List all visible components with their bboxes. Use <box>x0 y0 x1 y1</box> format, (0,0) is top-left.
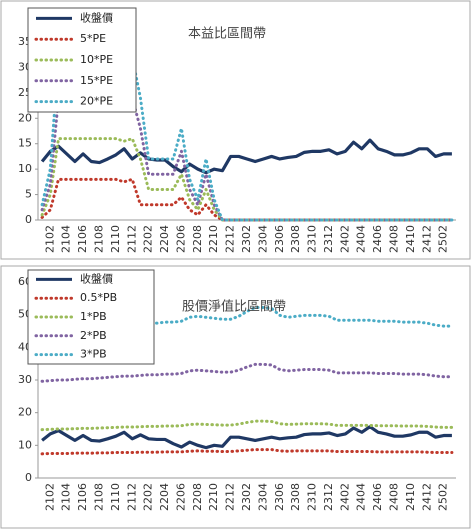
x-tick-label: 2406 <box>371 225 384 253</box>
series-line <box>40 138 452 175</box>
x-tick-label: 2304 <box>256 225 269 253</box>
x-tick-label: 2208 <box>191 483 204 511</box>
x-tick-label: 2106 <box>76 483 89 511</box>
x-tick-label: 2210 <box>207 225 220 253</box>
x-tick-label: 2408 <box>388 483 401 511</box>
y-tick-label: 20 <box>18 406 32 419</box>
x-tick-label: 2110 <box>109 483 122 511</box>
x-tick-label: 2404 <box>355 225 368 253</box>
y-tick-label: 5 <box>25 188 32 201</box>
x-tick-label: 2202 <box>142 483 155 511</box>
x-tick-label: 2412 <box>420 483 433 511</box>
chart-title: 股價淨值比區間帶 <box>182 299 286 315</box>
y-tick-label: 15 <box>18 137 32 150</box>
series-line <box>40 362 454 383</box>
x-tick-label: 2312 <box>322 225 335 253</box>
legend-box <box>27 269 155 365</box>
y-tick-label: 0 <box>25 213 32 226</box>
x-tick-label: 2302 <box>240 225 253 253</box>
x-tick-label: 2104 <box>60 225 73 253</box>
x-tick-label: 2502 <box>437 483 450 511</box>
y-tick-label: 30 <box>18 373 32 386</box>
x-tick-label: 2110 <box>109 225 122 253</box>
legend-label: 收盤價 <box>80 10 113 24</box>
x-tick-label: 2404 <box>355 483 368 511</box>
legend-label: 15*PE <box>80 74 113 87</box>
x-tick-label: 2304 <box>256 483 269 511</box>
x-tick-label: 2112 <box>125 225 138 253</box>
series-line <box>40 419 454 432</box>
x-tick-label: 2108 <box>92 483 105 511</box>
chart-title: 本益比區間帶 <box>188 27 266 42</box>
legend-label: 10*PE <box>80 53 113 66</box>
x-tick-label: 2402 <box>338 225 351 253</box>
x-tick-label: 2204 <box>158 225 171 253</box>
x-tick-label: 2204 <box>158 483 171 511</box>
x-tick-label: 2210 <box>207 483 220 511</box>
x-tick-label: 2402 <box>338 483 351 511</box>
series-line <box>40 448 454 456</box>
x-tick-label: 2102 <box>43 225 56 253</box>
y-tick-label: 10 <box>18 438 32 451</box>
x-tick-label: 2410 <box>404 225 417 253</box>
x-tick-label: 2104 <box>60 483 73 511</box>
x-tick-label: 2310 <box>306 483 319 511</box>
x-tick-label: 2306 <box>273 225 286 253</box>
x-tick-label: 2212 <box>224 225 237 253</box>
legend-label: 3*PB <box>80 348 107 361</box>
x-tick-label: 2312 <box>322 483 335 511</box>
x-tick-label: 2408 <box>388 225 401 253</box>
legend-label: 0.5*PB <box>80 291 117 304</box>
y-tick-label: 20 <box>18 111 32 124</box>
x-tick-label: 2412 <box>420 225 433 253</box>
x-tick-label: 2206 <box>174 225 187 253</box>
legend-label: 1*PB <box>80 310 107 323</box>
legend-label: 收盤價 <box>80 271 113 285</box>
x-tick-label: 2302 <box>240 483 253 511</box>
x-tick-label: 2306 <box>273 483 286 511</box>
x-tick-label: 2108 <box>92 225 105 253</box>
x-tick-label: 2208 <box>191 225 204 253</box>
x-tick-label: 2406 <box>371 483 384 511</box>
y-tick-label: 0 <box>25 471 32 484</box>
legend-label: 20*PE <box>80 95 113 108</box>
x-tick-label: 2308 <box>289 483 302 511</box>
series-line <box>41 425 452 450</box>
x-tick-label: 2410 <box>404 483 417 511</box>
x-tick-label: 2212 <box>224 483 237 511</box>
legend-label: 2*PB <box>80 329 107 342</box>
x-tick-label: 2308 <box>289 225 302 253</box>
x-tick-label: 2502 <box>437 225 450 253</box>
y-tick-label: 10 <box>18 162 32 175</box>
x-tick-label: 2206 <box>174 483 187 511</box>
legend-label: 5*PE <box>80 32 106 45</box>
x-tick-label: 2112 <box>125 483 138 511</box>
x-tick-label: 2202 <box>142 225 155 253</box>
x-tick-label: 2106 <box>76 225 89 253</box>
x-tick-label: 2102 <box>43 483 56 511</box>
x-tick-label: 2310 <box>306 225 319 253</box>
